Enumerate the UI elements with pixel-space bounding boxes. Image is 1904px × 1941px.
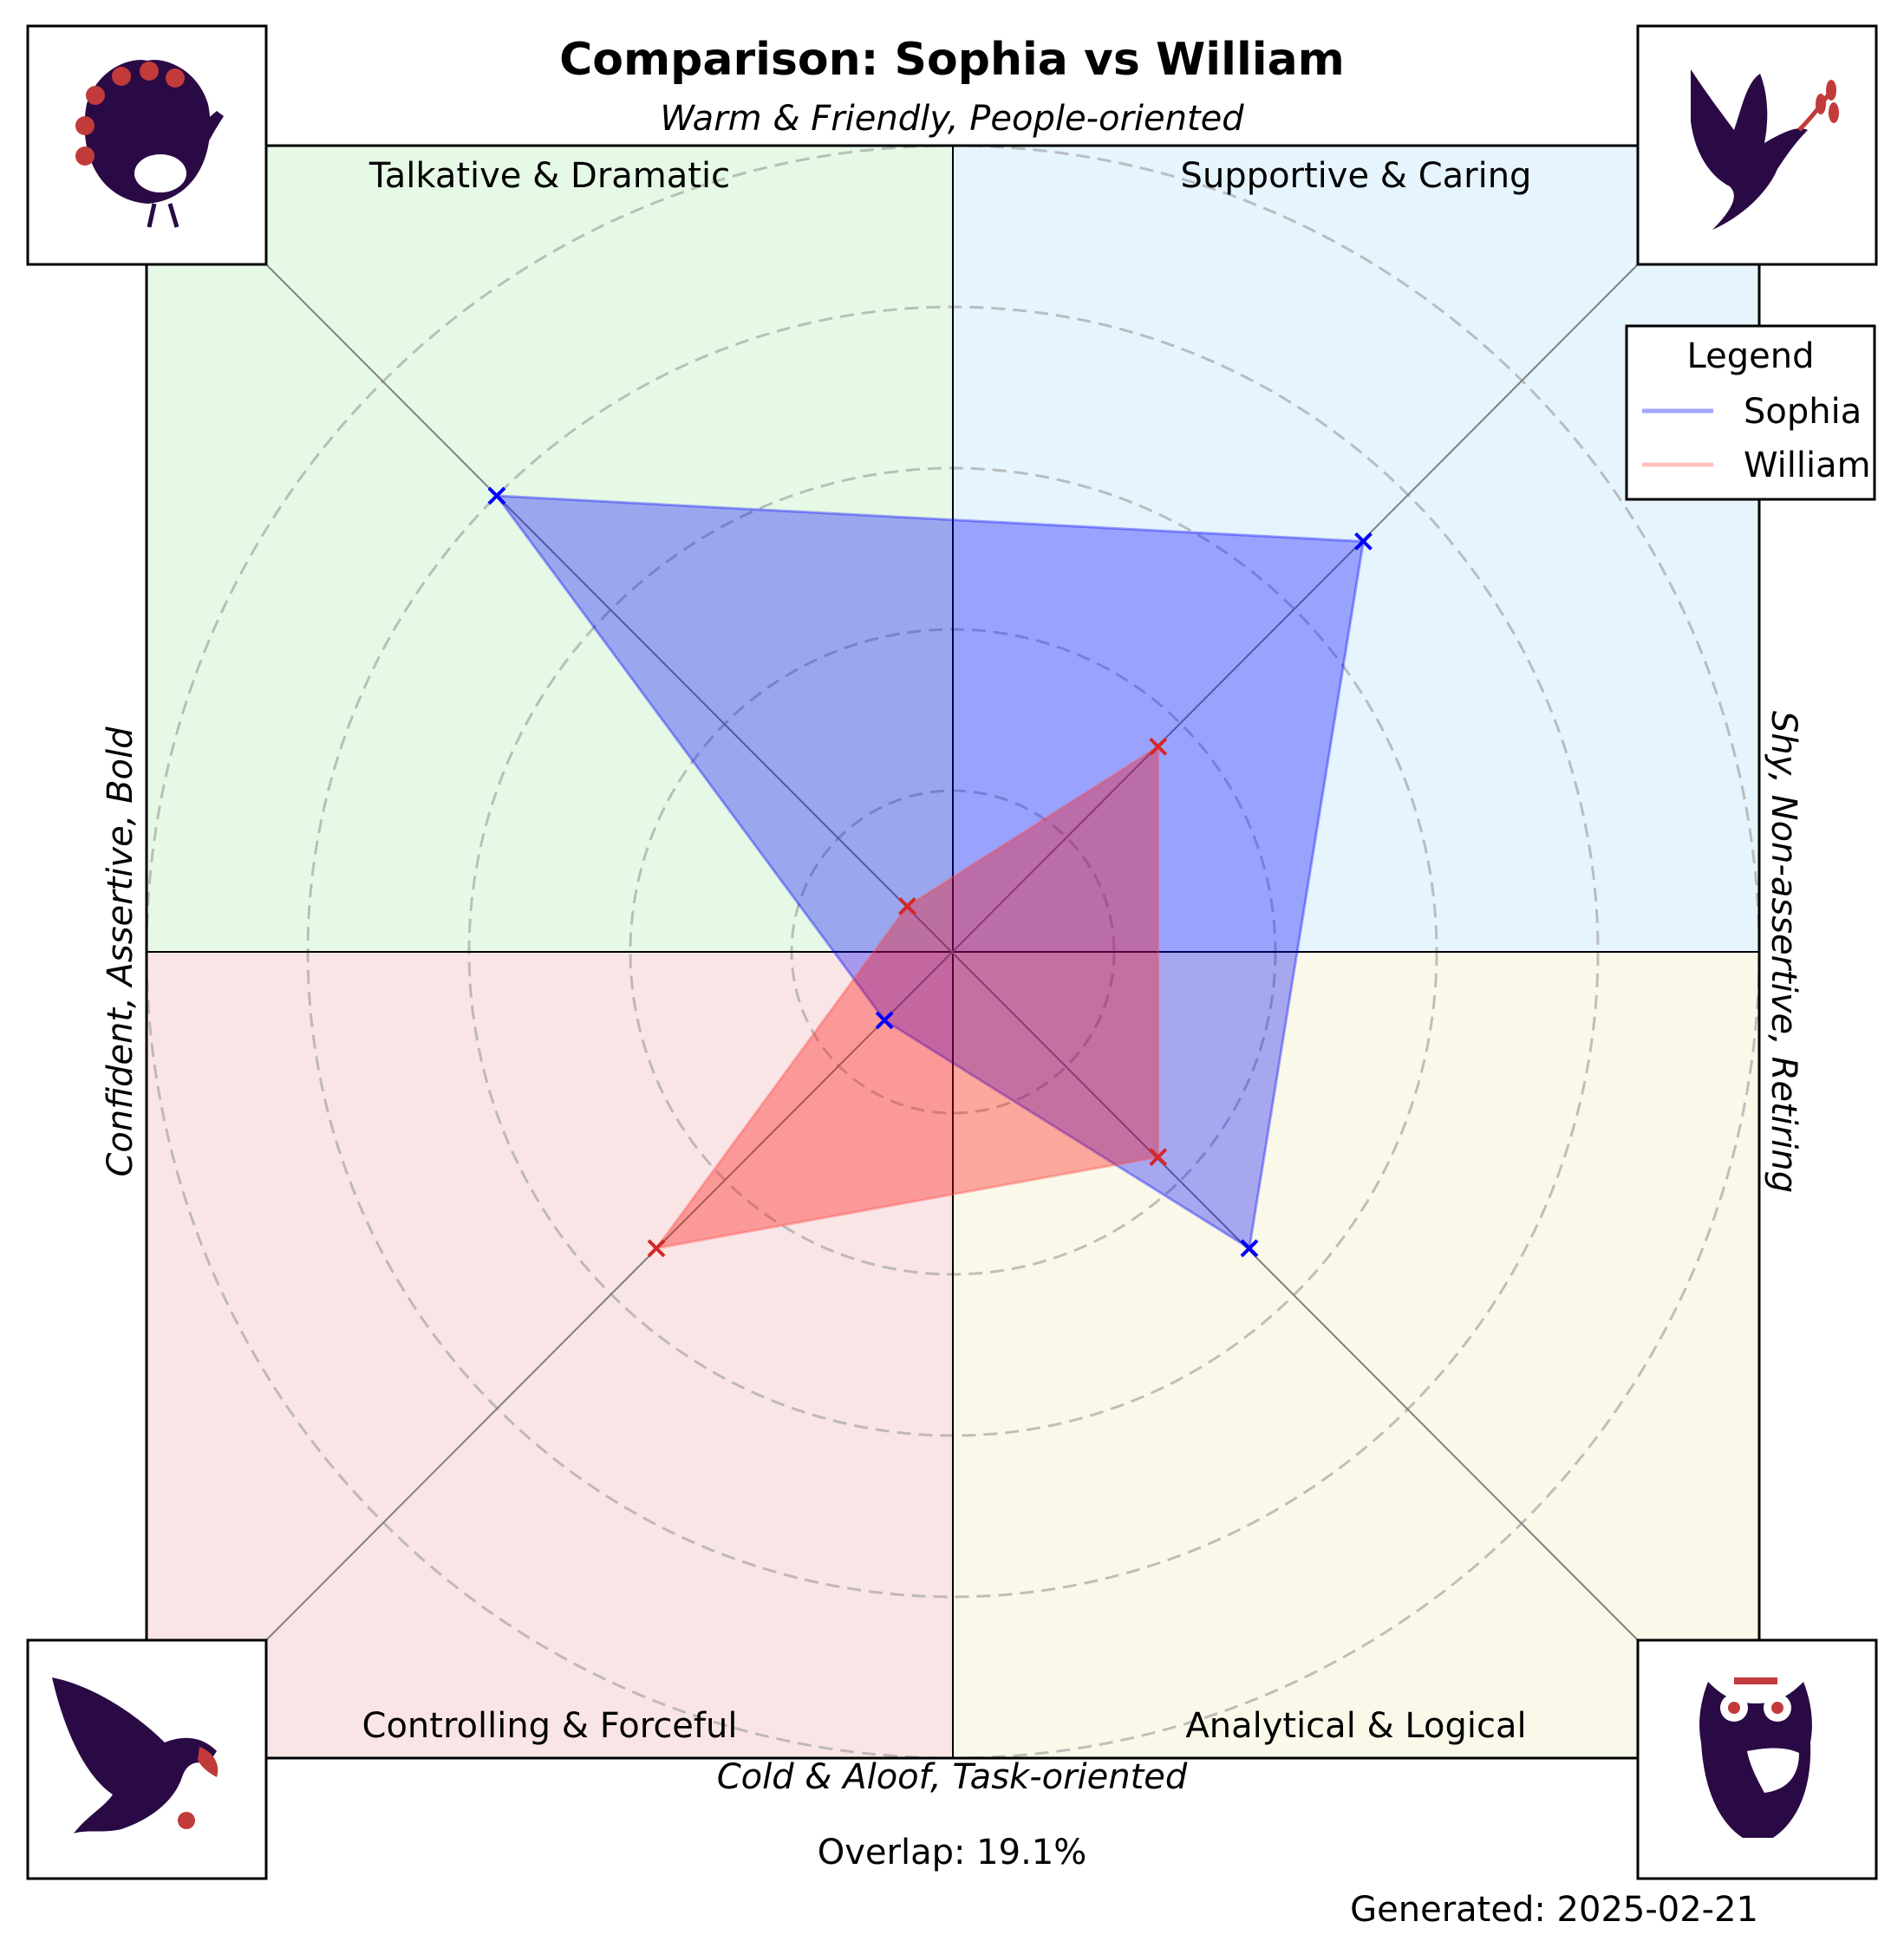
data-point-sophia-1 [1354, 532, 1373, 550]
chart-title: Comparison: Sophia vs William [559, 34, 1345, 86]
peacock-icon [26, 24, 268, 266]
overlap-text: Overlap: 19.1% [818, 1833, 1087, 1873]
axis-label-right: Shy, Non-assertive, Retiring [1764, 711, 1803, 1193]
dove-icon [1636, 24, 1878, 266]
quadrant-labels: Talkative & Dramatic Supportive & Caring C… [362, 156, 1532, 1746]
axis-label-bottom: Cold & Aloof, Task-oriented [717, 1757, 1188, 1797]
data-point-william-0 [897, 896, 916, 915]
eagle-icon [26, 1638, 268, 1880]
axis-label-top: Warm & Friendly, People-oriented [660, 99, 1244, 139]
legend-label-sophia: Sophia [1744, 392, 1862, 432]
data-point-william-1 [1149, 737, 1168, 756]
diagonal-axis-tr-bl [265, 264, 1639, 1641]
legend-title: Legend [1687, 336, 1815, 376]
data-point-william-3 [647, 1239, 666, 1258]
data-point-sophia-3 [875, 1011, 894, 1030]
series-polygons [493, 494, 1366, 1251]
legend-label-william: William [1744, 446, 1871, 485]
plot-frame [145, 144, 1761, 1760]
quadrant-bottom-right [953, 952, 1759, 1758]
data-point-sophia-0 [487, 486, 506, 505]
generated-date: Generated: 2025-02-21 [1350, 1890, 1758, 1930]
quadrant-label-bottom-left: Controlling & Forceful [362, 1706, 738, 1746]
legend: Legend Sophia William [1625, 324, 1876, 501]
legend-box [1625, 324, 1876, 501]
data-point-sophia-2 [1240, 1239, 1259, 1258]
quadrant-label-bottom-right: Analytical & Logical [1185, 1706, 1526, 1746]
series-markers [487, 486, 1373, 1258]
axis-label-left: Confident, Assertive, Bold [101, 726, 140, 1177]
quadrant-label-top-left: Talkative & Dramatic [368, 156, 730, 196]
data-point-william-2 [1149, 1148, 1168, 1167]
quadrant-label-top-right: Supportive & Caring [1181, 156, 1532, 196]
owl-icon [1636, 1638, 1878, 1880]
